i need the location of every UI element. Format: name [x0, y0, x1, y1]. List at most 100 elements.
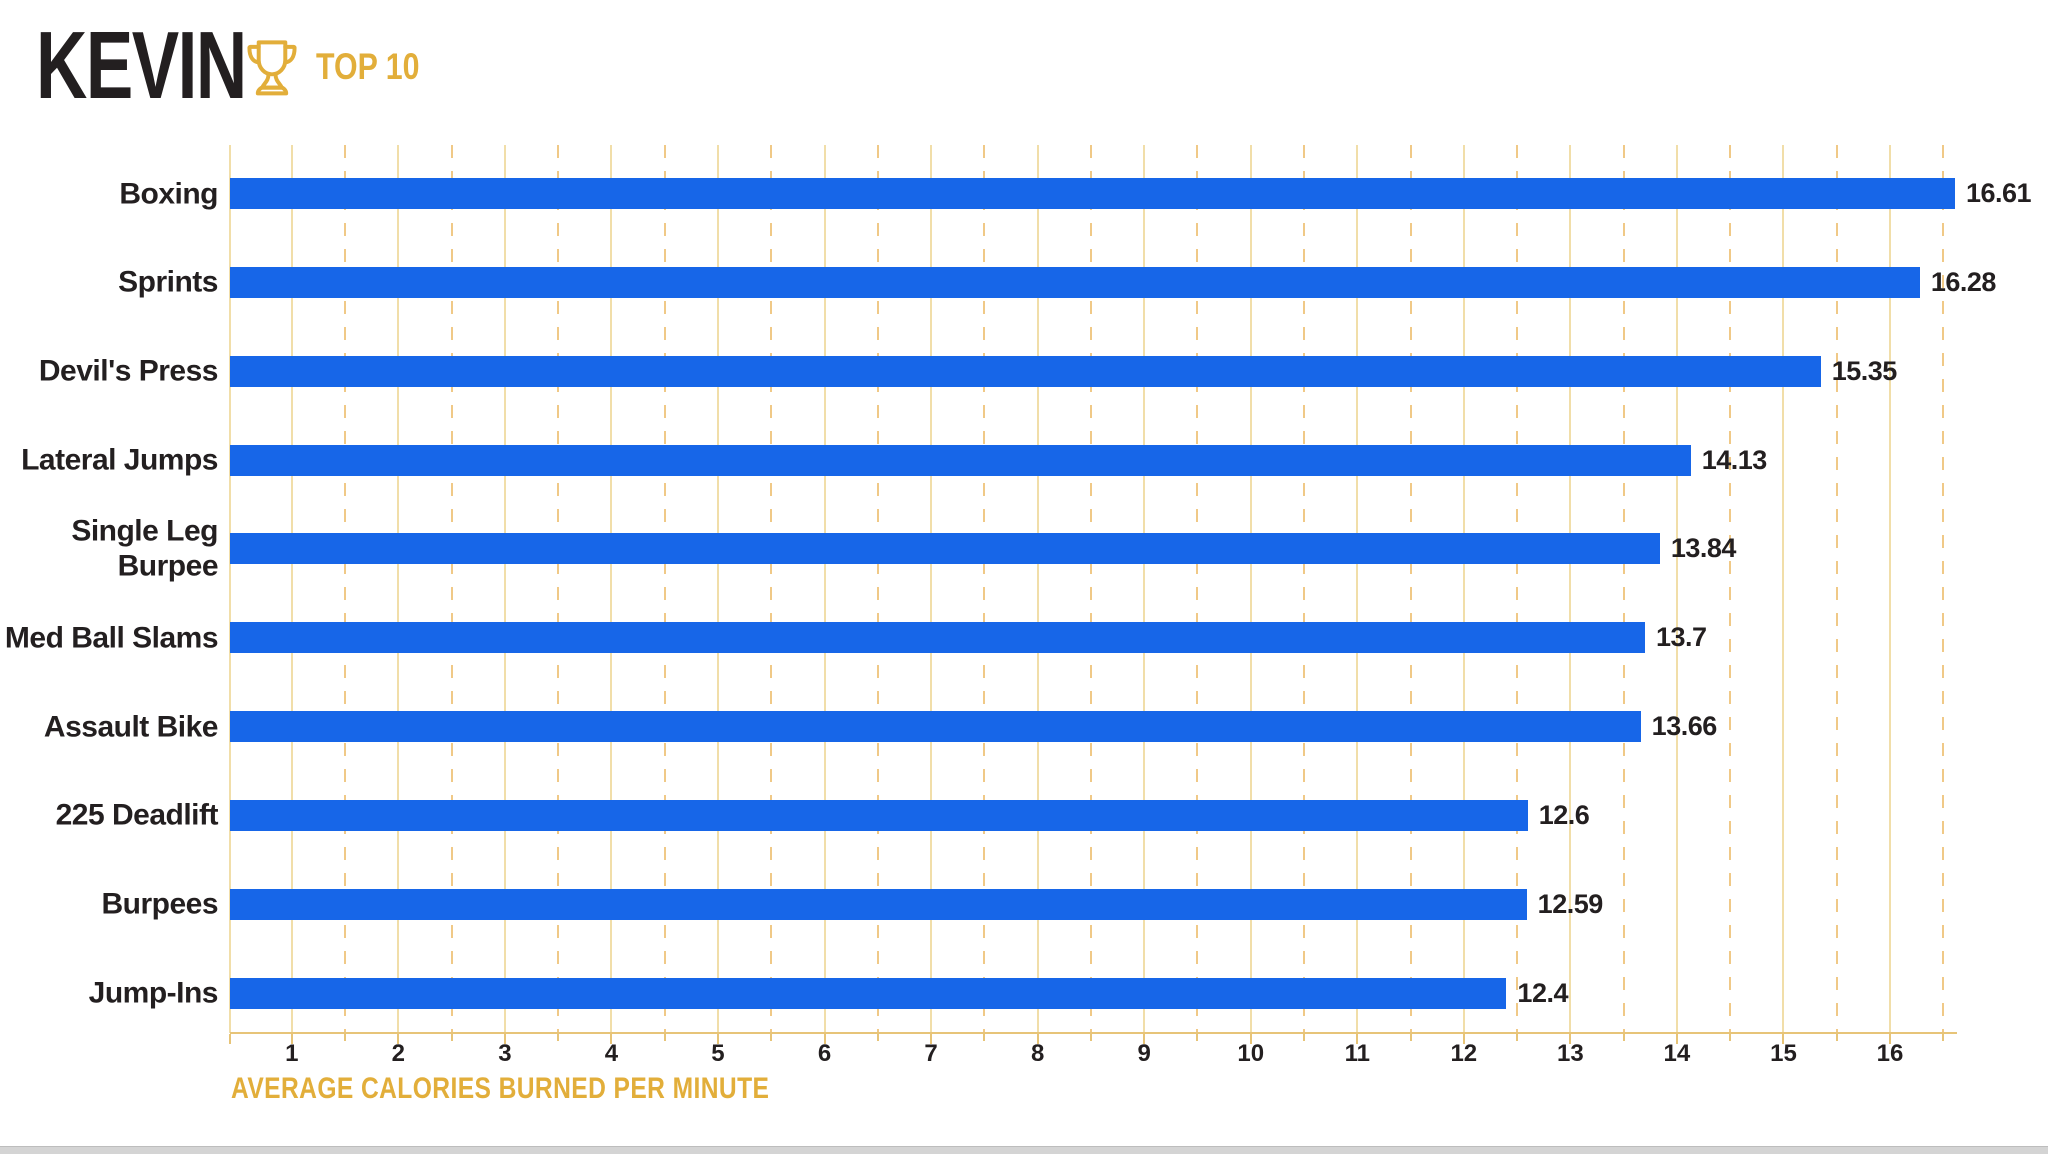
axis-tick-label: 14 — [1663, 1040, 1691, 1067]
gridline-solid — [1356, 145, 1359, 1033]
gridline-dashed — [1729, 145, 1732, 1033]
gridline-dashed — [1196, 145, 1199, 1033]
axis-tick-label: 10 — [1237, 1040, 1265, 1067]
top10-badge: TOP 10 — [316, 46, 420, 87]
gridline-solid — [1675, 145, 1678, 1033]
axis-tick-label: 11 — [1344, 1040, 1370, 1067]
axis-tick — [983, 1034, 986, 1041]
bar-row: 16.28 — [230, 266, 1996, 298]
axis-tick-label: 9 — [1137, 1040, 1151, 1067]
bar — [230, 711, 1641, 743]
bar-category-label: Lateral Jumps — [21, 443, 218, 477]
axis-tick-label: 13 — [1557, 1040, 1584, 1067]
bar-row: 13.66 — [230, 711, 1955, 743]
page-title: KEVIN — [36, 12, 247, 119]
plot-area: 16.61 16.28 15.35 14.13 13.84 13.7 13.66 12.6 12… — [229, 145, 2032, 1033]
axis-tick-label: 3 — [498, 1040, 512, 1067]
gridline-dashed — [557, 145, 560, 1033]
x-axis-line — [230, 1032, 1957, 1034]
axis-tick — [1409, 1034, 1412, 1041]
axis-tick — [397, 1034, 400, 1044]
gridline-solid — [1462, 145, 1465, 1033]
bar — [230, 444, 1691, 476]
axis-tick — [1143, 1034, 1146, 1044]
gridline-dashed — [1089, 145, 1092, 1033]
axis-tick — [1302, 1034, 1305, 1041]
bar-value-label: 12.4 — [1517, 977, 1568, 1008]
gridline-dashed — [1835, 145, 1838, 1033]
bar-row: 12.6 — [230, 799, 1955, 831]
bar-category-label: Boxing — [119, 176, 218, 210]
gridline-dashed — [983, 145, 986, 1033]
bar-value-label: 16.28 — [1930, 266, 1997, 297]
bar-category-label: Sprints — [118, 265, 218, 299]
axis-tick — [450, 1034, 453, 1041]
axis-tick — [1356, 1034, 1359, 1044]
axis-tick-label: 8 — [1030, 1040, 1045, 1067]
bar-value-label: 14.13 — [1701, 444, 1768, 475]
axis-tick-label: 12 — [1450, 1040, 1478, 1067]
bar-row: 14.13 — [230, 444, 1955, 476]
gridline-solid — [1782, 145, 1785, 1033]
gridline-dashed — [663, 145, 666, 1033]
axis-tick — [1675, 1034, 1678, 1044]
bar-value-label: 12.6 — [1538, 799, 1590, 830]
bar-row: 13.7 — [230, 622, 1955, 654]
bar-row: 13.84 — [230, 533, 1955, 565]
axis-tick-label: 1 — [285, 1040, 299, 1067]
bar — [230, 178, 1955, 209]
gridline-dashed — [1516, 145, 1519, 1033]
gridline-dashed — [450, 145, 453, 1033]
axis-tick — [1729, 1034, 1732, 1041]
bar-row: 12.4 — [230, 977, 1955, 1009]
gridline-dashed — [1302, 145, 1305, 1033]
gridline-solid — [503, 145, 506, 1033]
gridline-solid — [610, 145, 613, 1033]
axis-tick — [557, 1034, 560, 1041]
axis-tick — [1249, 1034, 1252, 1044]
bar-category-label: Jump-Ins — [88, 976, 219, 1010]
bar-category-label: Med Ball Slams — [4, 621, 219, 655]
bar-category-label: 225 Deadlift — [55, 798, 219, 832]
axis-tick — [770, 1034, 773, 1041]
axis-tick-label: 2 — [391, 1040, 406, 1067]
axis-tick — [876, 1034, 879, 1041]
gridline-dashed — [1622, 145, 1625, 1033]
axis-tick — [1782, 1034, 1785, 1044]
bar-value-label: 15.35 — [1831, 355, 1898, 386]
bar — [230, 355, 1821, 387]
gridline-solid — [823, 145, 826, 1033]
axis-tick — [823, 1034, 826, 1044]
gridline-solid — [1143, 145, 1146, 1033]
axis-tick — [1089, 1034, 1092, 1041]
axis-tick — [1196, 1034, 1199, 1041]
axis-tick — [716, 1034, 719, 1044]
bar — [230, 266, 1920, 298]
bar — [230, 888, 1527, 920]
axis-tick — [1835, 1034, 1838, 1041]
axis-tick — [1462, 1034, 1465, 1044]
bar-category-label: Assault Bike — [43, 709, 219, 743]
bar-row: 12.59 — [230, 888, 1955, 920]
axis-tick — [1889, 1034, 1891, 1044]
bar — [230, 622, 1645, 654]
gridline-solid — [290, 145, 293, 1033]
axis-tick-label: 6 — [817, 1040, 832, 1067]
bar-value-label: 16.61 — [1966, 178, 2032, 208]
gridline-solid — [716, 145, 719, 1033]
axis-tick-label: 4 — [604, 1040, 619, 1067]
axis-tick-label: 7 — [924, 1040, 938, 1067]
bar — [230, 977, 1507, 1009]
axis-tick — [663, 1034, 666, 1041]
gridline-axis-start — [229, 145, 231, 1033]
x-axis-title: AVERAGE CALORIES BURNED PER MINUTE — [231, 1072, 770, 1105]
gridline-dashed — [770, 145, 773, 1033]
gridline-dashed — [344, 145, 347, 1033]
bar — [230, 799, 1528, 831]
bar — [230, 533, 1660, 565]
axis-tick — [229, 1034, 231, 1044]
axis-tick-label: 16 — [1876, 1040, 1904, 1067]
gridline-solid — [1249, 145, 1252, 1033]
axis-tick — [1622, 1034, 1625, 1041]
